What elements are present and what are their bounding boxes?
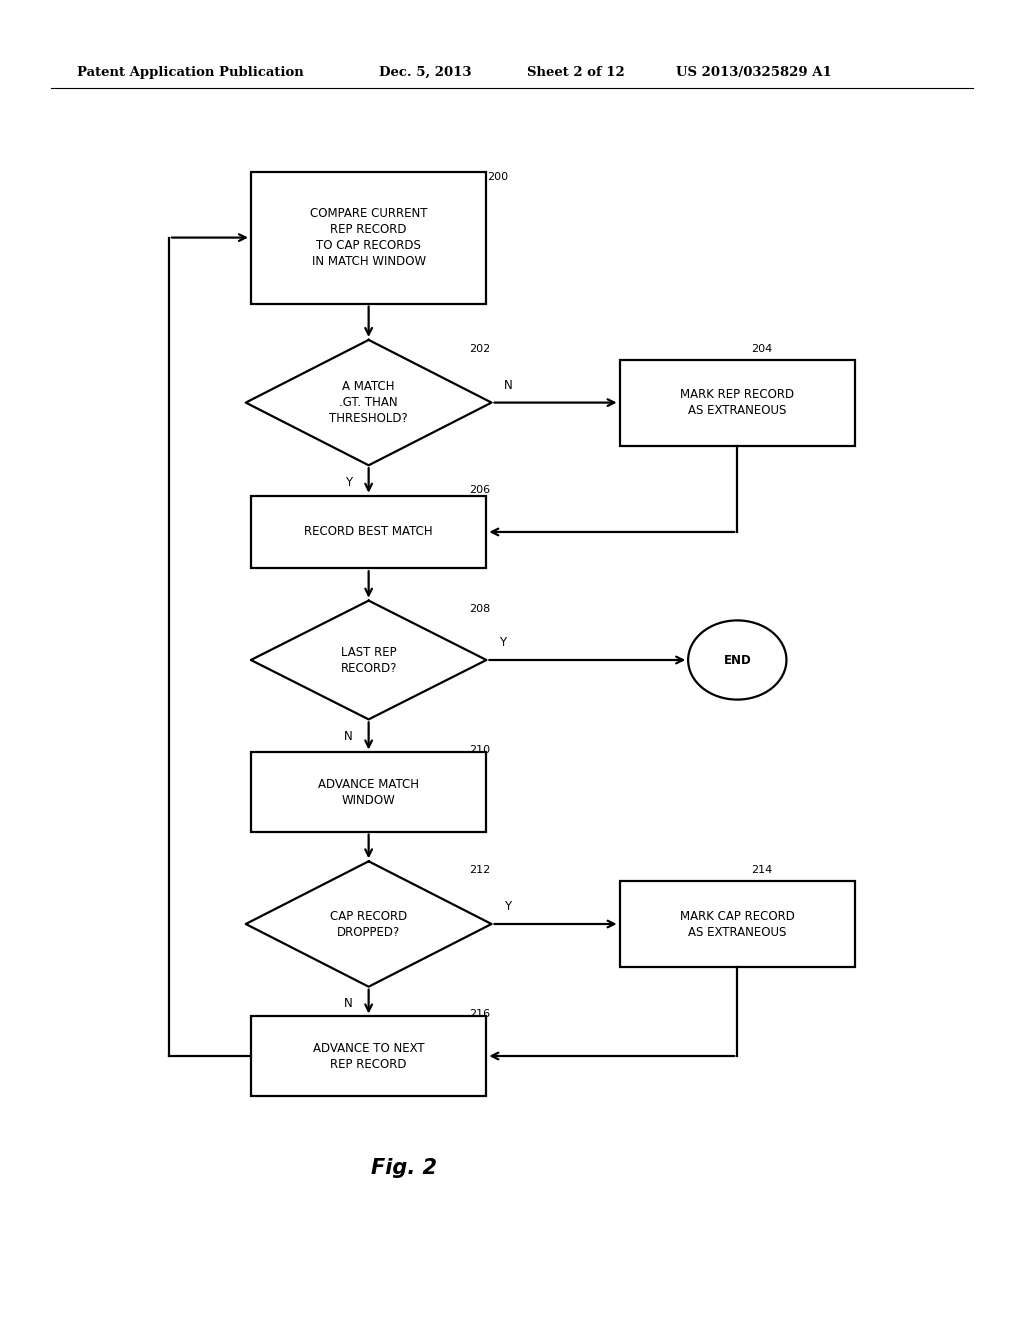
Text: N: N	[343, 998, 352, 1010]
Text: Y: Y	[504, 900, 511, 913]
Text: US 2013/0325829 A1: US 2013/0325829 A1	[676, 66, 831, 79]
Text: Dec. 5, 2013: Dec. 5, 2013	[379, 66, 471, 79]
Text: ADVANCE TO NEXT
REP RECORD: ADVANCE TO NEXT REP RECORD	[312, 1041, 425, 1071]
Ellipse shape	[688, 620, 786, 700]
Text: LAST REP
RECORD?: LAST REP RECORD?	[340, 645, 397, 675]
Text: COMPARE CURRENT
REP RECORD
TO CAP RECORDS
IN MATCH WINDOW: COMPARE CURRENT REP RECORD TO CAP RECORD…	[310, 207, 427, 268]
Text: 200: 200	[487, 172, 509, 182]
Text: MARK REP RECORD
AS EXTRANEOUS: MARK REP RECORD AS EXTRANEOUS	[680, 388, 795, 417]
Text: 206: 206	[469, 484, 490, 495]
Text: 208: 208	[469, 603, 490, 614]
Text: CAP RECORD
DROPPED?: CAP RECORD DROPPED?	[330, 909, 408, 939]
Bar	[620, 359, 855, 446]
Bar	[251, 495, 486, 568]
Bar	[251, 1016, 486, 1096]
Text: Y: Y	[499, 636, 506, 649]
Text: A MATCH
.GT. THAN
THRESHOLD?: A MATCH .GT. THAN THRESHOLD?	[330, 380, 408, 425]
Text: N: N	[343, 730, 352, 743]
Text: 214: 214	[752, 865, 773, 875]
Text: ADVANCE MATCH
WINDOW: ADVANCE MATCH WINDOW	[318, 777, 419, 807]
Text: 210: 210	[469, 744, 490, 755]
Text: END: END	[723, 653, 752, 667]
Polygon shape	[251, 601, 486, 719]
Polygon shape	[246, 341, 492, 466]
Text: Sheet 2 of 12: Sheet 2 of 12	[527, 66, 625, 79]
Text: Y: Y	[345, 477, 352, 488]
Bar	[251, 752, 486, 832]
Bar	[251, 172, 486, 304]
Text: 202: 202	[469, 343, 490, 354]
Text: 216: 216	[469, 1008, 490, 1019]
Text: 212: 212	[469, 865, 490, 875]
Text: Patent Application Publication: Patent Application Publication	[77, 66, 303, 79]
Text: N: N	[504, 379, 513, 392]
Text: MARK CAP RECORD
AS EXTRANEOUS: MARK CAP RECORD AS EXTRANEOUS	[680, 909, 795, 939]
Text: 204: 204	[752, 343, 773, 354]
Text: Fig. 2: Fig. 2	[372, 1158, 437, 1179]
Bar	[620, 882, 855, 966]
Polygon shape	[246, 862, 492, 987]
Text: RECORD BEST MATCH: RECORD BEST MATCH	[304, 525, 433, 539]
